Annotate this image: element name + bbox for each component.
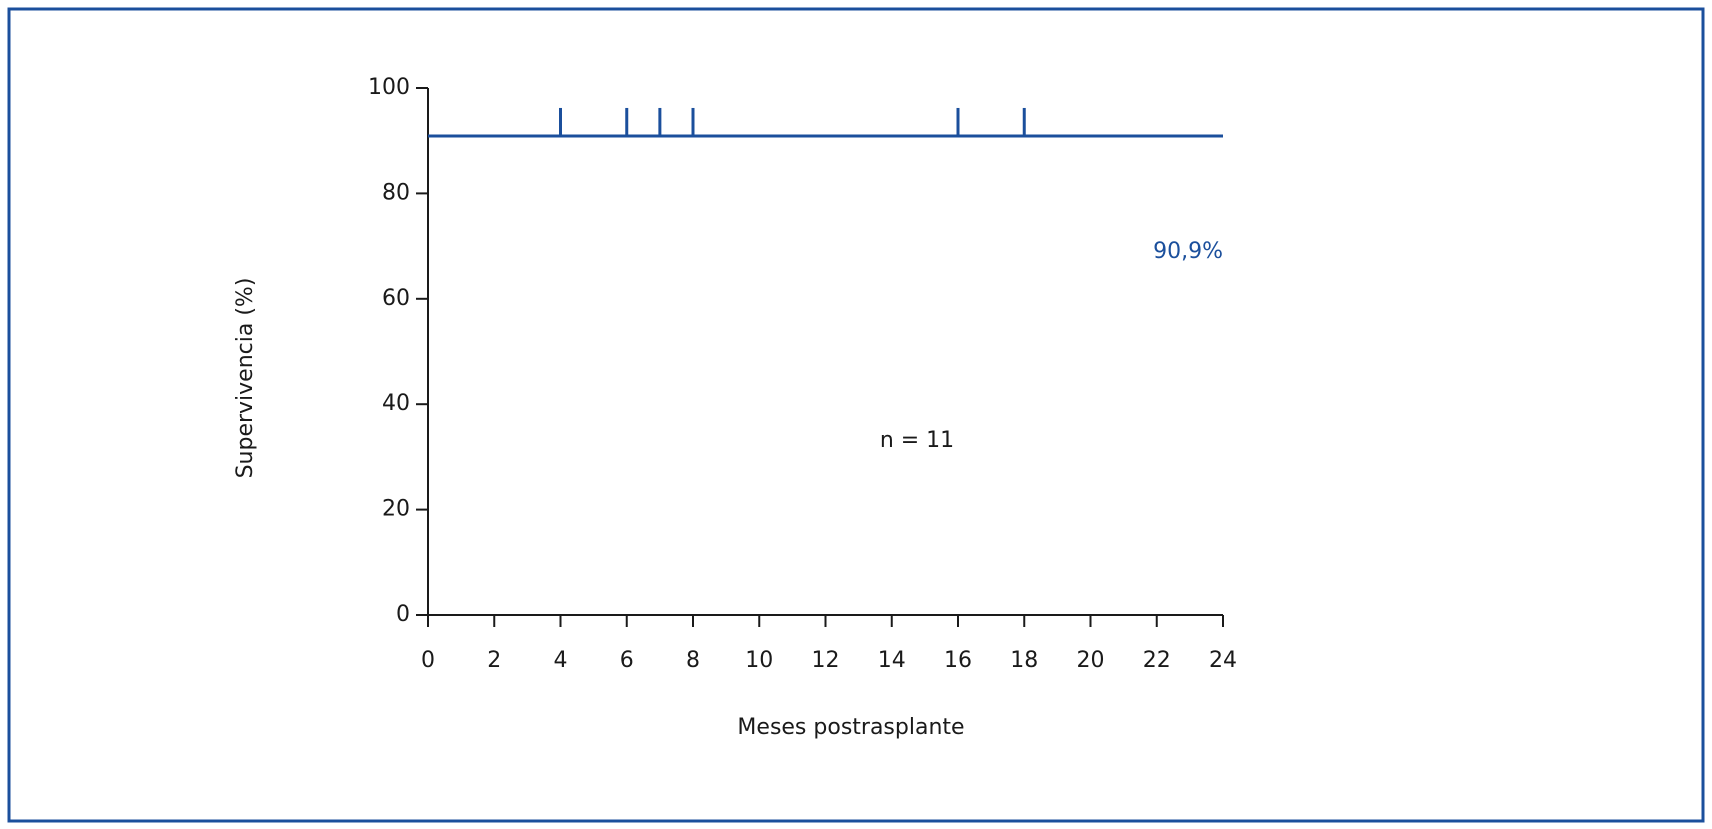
x-tick-label: 2 [487, 648, 501, 673]
y-tick-label: 100 [368, 75, 410, 100]
x-tick-label: 8 [686, 648, 700, 673]
y-tick-label: 0 [396, 602, 410, 627]
y-axis-label: Supervivencia (%) [233, 278, 258, 479]
y-tick-label: 40 [382, 391, 410, 416]
frame [7, 7, 1705, 823]
x-tick-label: 12 [812, 648, 840, 673]
x-tick-label: 4 [554, 648, 568, 673]
x-tick-label: 10 [745, 648, 773, 673]
x-tick-label: 18 [1010, 648, 1038, 673]
x-tick-label: 6 [620, 648, 634, 673]
value-label: 90,9% [1153, 239, 1223, 264]
y-tick-label: 80 [382, 180, 410, 205]
y-tick-label: 20 [382, 497, 410, 522]
x-tick-label: 24 [1209, 648, 1237, 673]
x-tick-label: 14 [878, 648, 906, 673]
x-axis-label: Meses postrasplante [737, 715, 964, 740]
x-tick-label: 16 [944, 648, 972, 673]
annotation: n = 11 [880, 428, 954, 453]
x-tick-label: 0 [421, 648, 435, 673]
y-tick-label: 60 [382, 286, 410, 311]
x-tick-label: 20 [1077, 648, 1105, 673]
x-tick-label: 22 [1143, 648, 1171, 673]
